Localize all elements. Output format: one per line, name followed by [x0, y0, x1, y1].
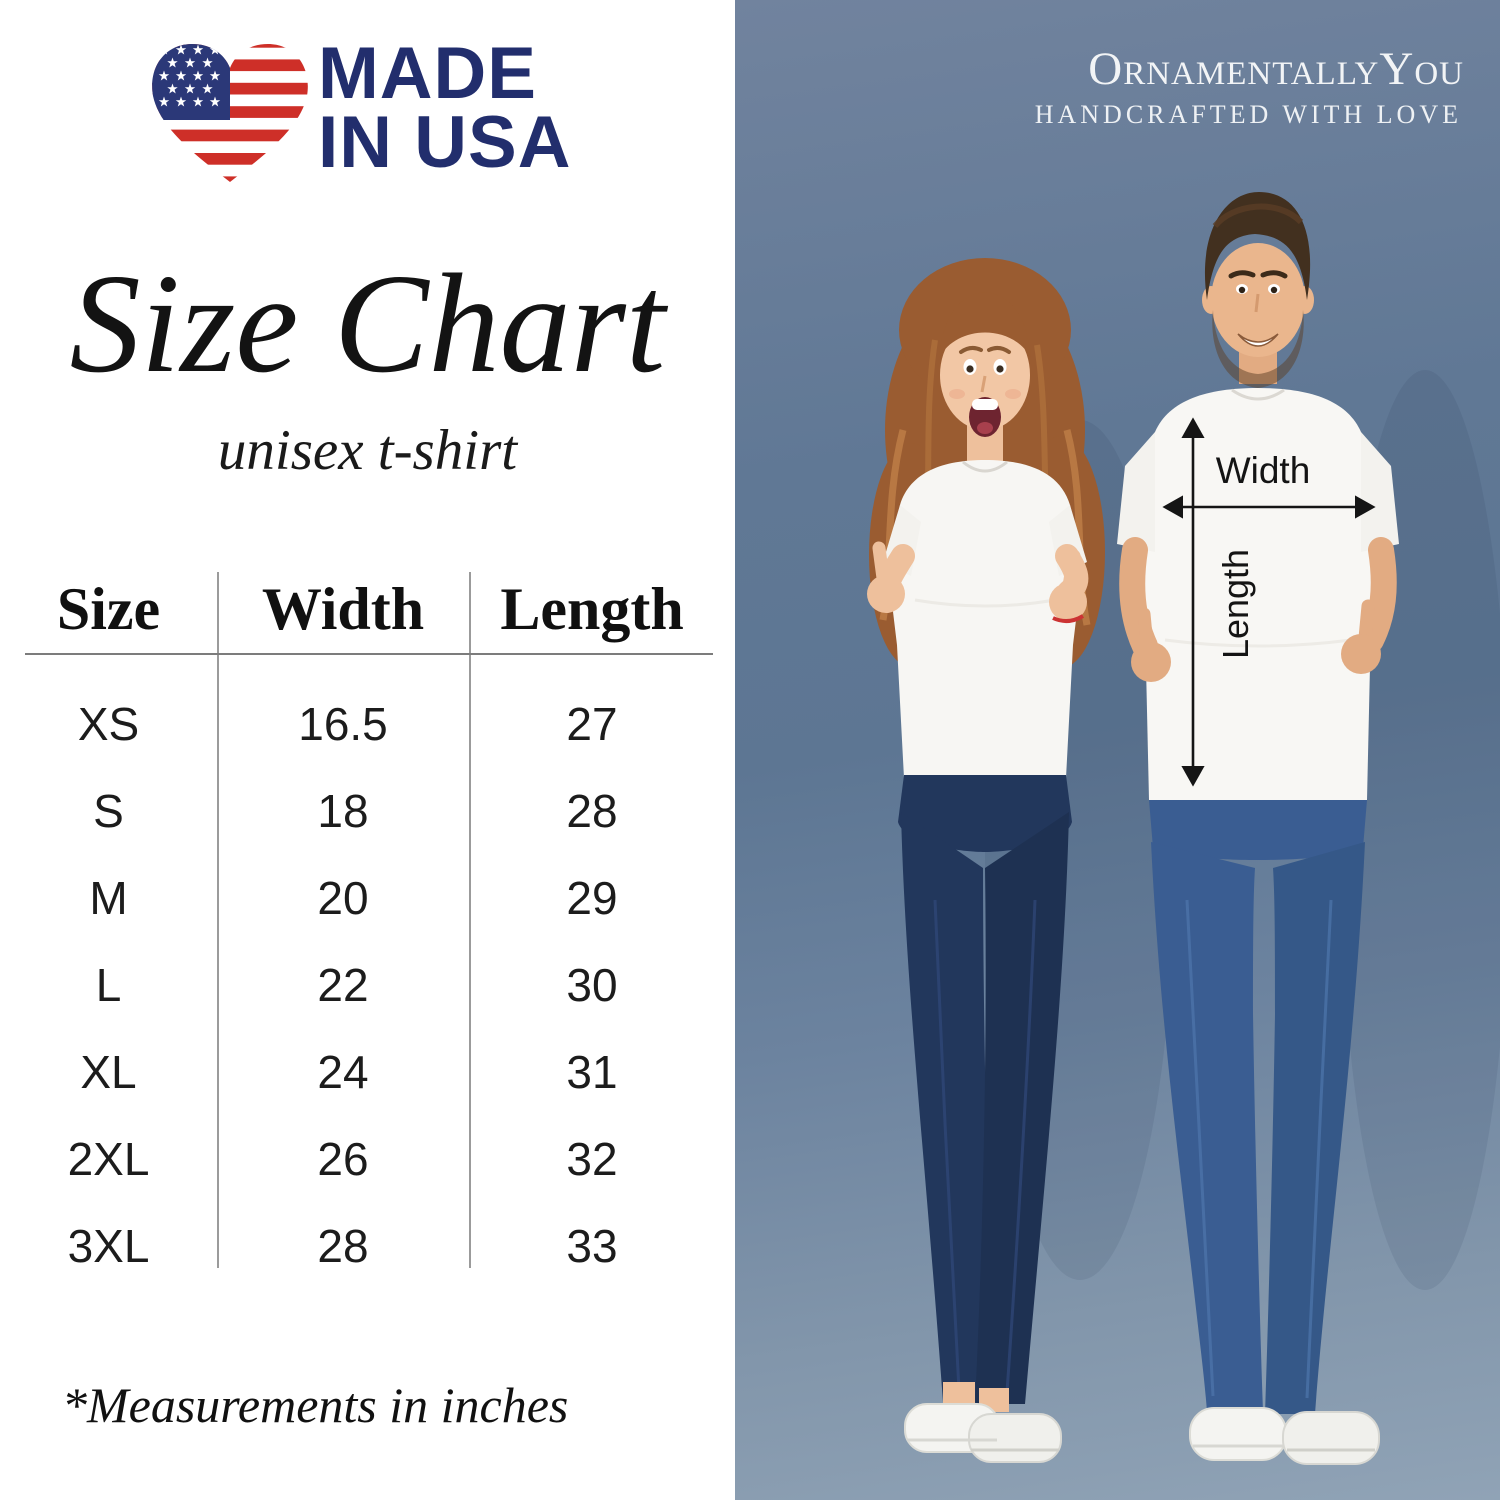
table-cell: 16.5 [298, 697, 388, 750]
product-photo: OrnamentallyYou HANDCRAFTED WITH LOVE Wi… [735, 0, 1500, 1500]
table-row: S 18 28 [0, 767, 715, 854]
table-cell: 30 [566, 958, 618, 1011]
table-row: 2XL 26 32 [0, 1115, 715, 1202]
table-cell: 33 [566, 1219, 618, 1272]
table-cell: 20 [317, 871, 369, 924]
man-figure [1117, 192, 1399, 1465]
table-cell: 31 [566, 1045, 618, 1098]
table-column-divider [217, 572, 219, 1268]
table-cell: 26 [317, 1132, 369, 1185]
brand-name: OrnamentallyYou [1088, 43, 1464, 95]
table-column-divider [469, 572, 471, 1268]
table-cell: 29 [566, 871, 618, 924]
woman-figure [867, 258, 1105, 1463]
usa-flag-heart-icon [152, 44, 308, 182]
table-cell: 18 [317, 784, 369, 837]
table-row: XS 16.5 27 [0, 680, 715, 767]
badge-line2: IN USA [318, 101, 572, 183]
table-cell: 3XL [67, 1219, 150, 1272]
table-cell: 22 [317, 958, 369, 1011]
size-table-header: Size Width Length [0, 566, 715, 652]
table-cell: 2XL [67, 1132, 150, 1185]
table-cell: S [93, 784, 124, 837]
page-title: Size Chart [69, 244, 666, 402]
page-subtitle: unisex t-shirt [217, 419, 518, 482]
badge-line1: MADE [318, 33, 537, 114]
header-length: Length [500, 576, 684, 642]
measurement-arrows [1162, 417, 1376, 787]
table-row: L 22 30 [0, 941, 715, 1028]
size-chart-panel: MADE IN USA Size Chart unisex t-shirt Si… [0, 0, 735, 1500]
made-in-usa-text: MADE IN USA [318, 33, 572, 183]
made-in-usa-badge: MADE IN USA [148, 34, 628, 194]
table-cell: 32 [566, 1132, 618, 1185]
table-cell: 27 [566, 697, 618, 750]
length-arrow-label: Length [1215, 548, 1256, 660]
couple-illustration [867, 192, 1500, 1465]
table-row: XL 24 31 [0, 1028, 715, 1115]
header-size: Size [56, 576, 161, 642]
measurements-footnote: *Measurements in inches [62, 1377, 569, 1433]
table-cell: M [89, 871, 128, 924]
size-table-body: XS 16.5 27 S 18 28 M 20 29 L 22 30 XL 24 [0, 680, 715, 1289]
table-cell: XL [80, 1045, 137, 1098]
table-cell: XS [77, 697, 140, 750]
table-cell: 28 [317, 1219, 369, 1272]
table-cell: 28 [566, 784, 618, 837]
width-arrow-label: Width [1215, 450, 1311, 491]
table-row: 3XL 28 33 [0, 1202, 715, 1289]
table-cell: 24 [317, 1045, 369, 1098]
brand-tagline: HANDCRAFTED WITH LOVE [1034, 100, 1462, 129]
table-row: M 20 29 [0, 854, 715, 941]
table-header-underline [25, 653, 713, 655]
header-width: Width [261, 576, 425, 642]
table-cell: L [95, 958, 122, 1011]
